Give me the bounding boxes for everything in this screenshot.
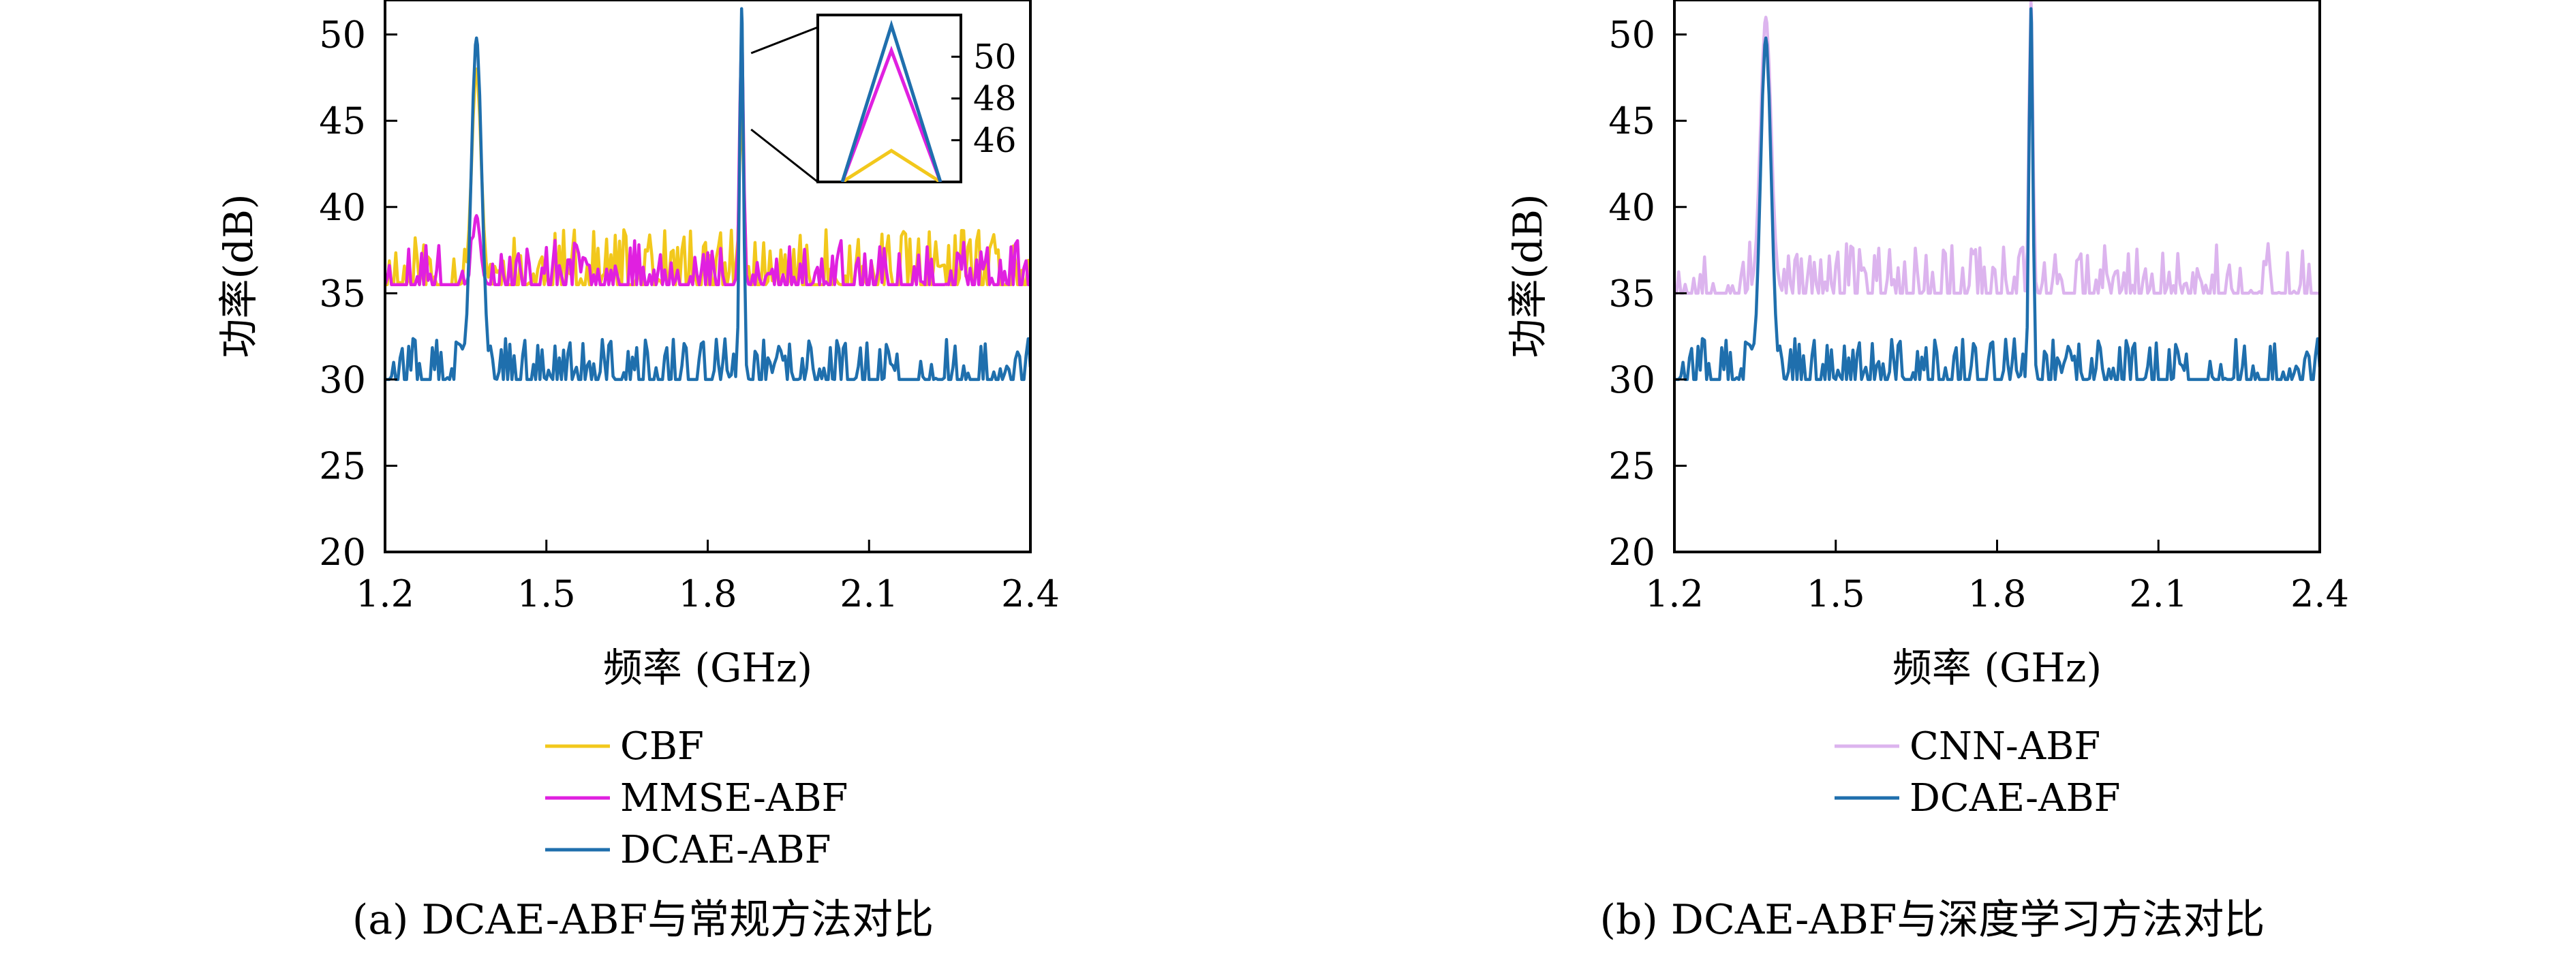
inset-tick-label: 50 [973,37,1017,76]
panel-a-series [385,7,1030,382]
inset-line-mmse-abf [840,45,942,182]
x-tick-label: 2.4 [1001,572,1060,615]
inset-line-dcae-abf [840,19,942,182]
panel-b-series [1674,0,2320,382]
legend-label: CBF [620,724,704,769]
series-line-cnn-abf [1674,0,2320,295]
y-tick-label: 25 [319,444,366,487]
x-tick-label: 2.4 [2290,572,2349,615]
panel-a-caption: (a) DCAE-ABF与常规方法对比 [352,896,934,944]
y-tick-label: 50 [1608,14,1655,57]
legend-label: DCAE-ABF [620,828,831,872]
panel-b: 1.2 1.5 1.8 2.1 2.4 20 25 30 35 40 45 50 频率 (GHz) 功… [1505,0,2349,944]
series-line-dcae-abf [1674,7,2320,382]
x-tick-label: 2.1 [840,572,898,615]
series-line-mmse-abf [385,27,1030,286]
panel-b-legend: CNN-ABF DCAE-ABF [1835,724,2120,820]
series-line-dcae-abf [385,7,1030,382]
y-tick-label: 45 [1608,99,1655,142]
panel-a: 1.2 1.5 1.8 2.1 2.4 20 25 30 35 40 45 50 频率 (GHz) 功… [215,0,1060,944]
y-tick-label: 30 [319,358,366,401]
panel-b-ticks: 1.2 1.5 1.8 2.1 2.4 20 25 30 35 40 45 50 [1608,14,2349,615]
inset-line-cbf [841,149,942,182]
x-tick-label: 1.8 [1968,572,2027,615]
legend-label: DCAE-ABF [1910,776,2120,820]
legend-label: CNN-ABF [1910,724,2100,769]
y-tick-label: 35 [319,272,366,315]
inset-tick-label: 46 [973,121,1017,160]
x-tick-label: 1.5 [517,572,576,615]
y-tick-label: 20 [319,531,366,574]
x-tick-label: 1.8 [679,572,737,615]
x-tick-label: 1.2 [356,572,414,615]
legend-label: MMSE-ABF [620,776,848,820]
y-tick-label: 50 [319,14,366,57]
x-tick-label: 1.2 [1645,572,1704,615]
y-tick-label: 40 [319,186,366,229]
panel-a-legend: CBF MMSE-ABF DCAE-ABF [545,724,848,872]
inset-connector [750,128,818,183]
y-tick-label: 40 [1608,186,1655,229]
panel-a-ticks: 1.2 1.5 1.8 2.1 2.4 20 25 30 35 40 45 50 [319,14,1060,615]
x-tick-label: 2.1 [2129,572,2188,615]
inset-tick-label: 48 [973,79,1017,119]
x-tick-label: 1.5 [1807,572,1865,615]
panel-b-caption: (b) DCAE-ABF与深度学习方法对比 [1600,896,2265,944]
y-tick-label: 35 [1608,272,1655,315]
y-tick-label: 25 [1608,444,1655,487]
inset-frame [816,14,962,183]
panel-a-y-axis-label: 功率(dB) [215,194,262,358]
inset-connector [750,26,818,55]
panel-b-x-axis-label: 频率 (GHz) [1892,645,2102,691]
panel-b-y-axis-label: 功率(dB) [1505,194,1551,358]
panel-a-x-axis-label: 频率 (GHz) [603,645,812,691]
y-tick-label: 20 [1608,531,1655,574]
y-tick-label: 30 [1608,358,1655,401]
y-tick-label: 45 [319,99,366,142]
